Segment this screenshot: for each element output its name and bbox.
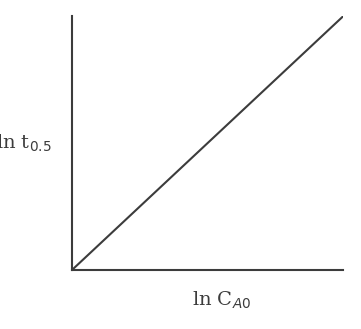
Text: ln t$_{0.5}$: ln t$_{0.5}$ [0,133,51,154]
Text: ln C$_{A0}$: ln C$_{A0}$ [192,290,251,311]
